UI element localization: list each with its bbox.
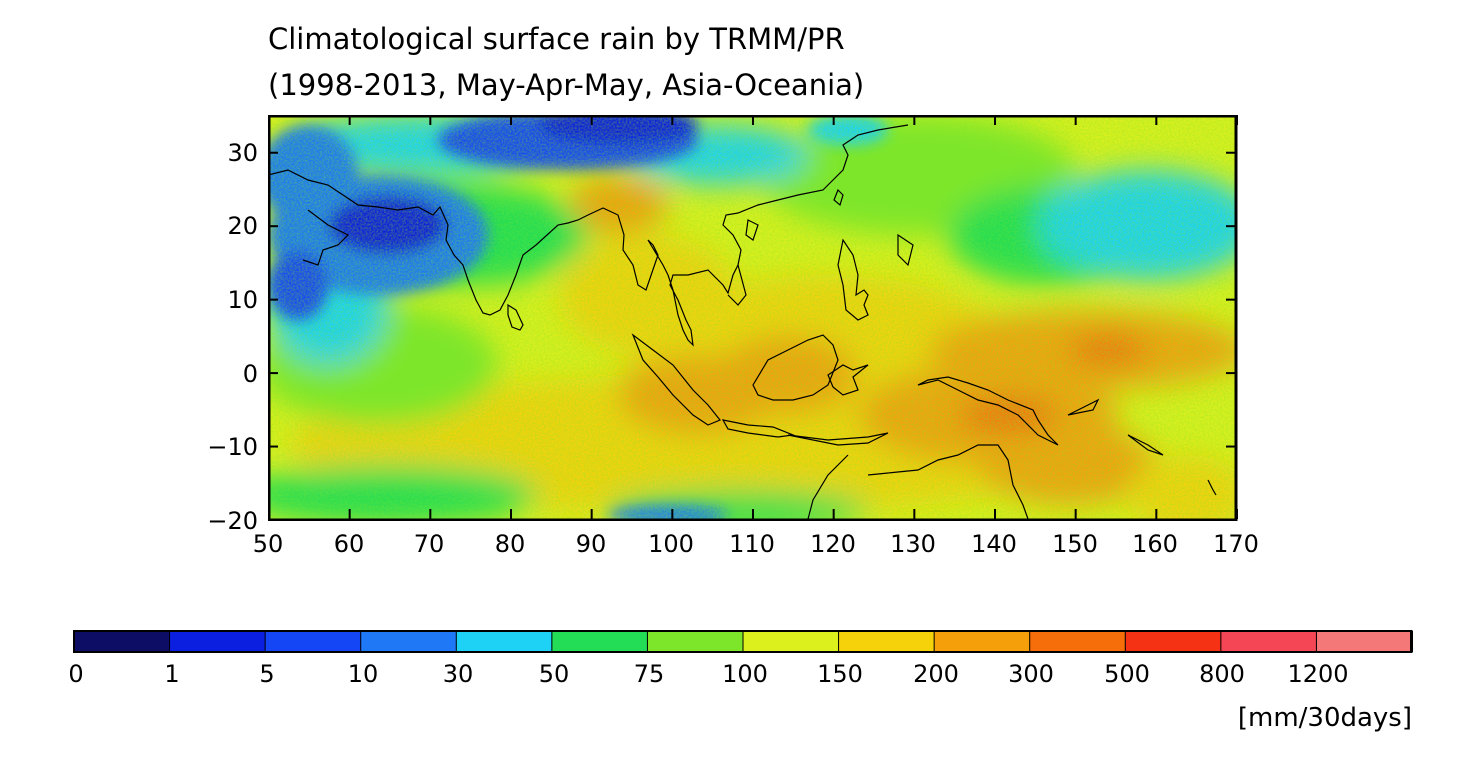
colorbar-cell — [1029, 630, 1127, 653]
colorbar-label: 10 — [347, 660, 379, 688]
colorbar-label: 5 — [259, 660, 275, 688]
colorbar-label: 800 — [1199, 660, 1245, 688]
x-tick-label: 120 — [810, 530, 856, 558]
rainfall-map — [268, 115, 1238, 521]
colorbar-cell — [73, 630, 171, 653]
colorbar-label: 50 — [538, 660, 570, 688]
x-tick-label: 150 — [1052, 530, 1098, 558]
noise-texture — [268, 115, 1236, 519]
x-tick-label: 50 — [252, 530, 284, 558]
colorbar-cell — [360, 630, 458, 653]
y-tick-label: 30 — [227, 139, 258, 167]
colorbar-units: [mm/30days] — [1237, 703, 1412, 733]
colorbar-label: 1200 — [1287, 660, 1349, 688]
colorbar-label: 150 — [817, 660, 863, 688]
colorbar-cell — [646, 630, 744, 653]
x-tick-label: 130 — [890, 530, 936, 558]
colorbar-label: 0 — [68, 660, 84, 688]
colorbar-label: 100 — [722, 660, 768, 688]
x-tick-label: 60 — [333, 530, 365, 558]
y-tick-label: 0 — [242, 360, 258, 388]
x-tick-label: 160 — [1132, 530, 1178, 558]
colorbar-label: 75 — [633, 660, 665, 688]
colorbar-cell — [933, 630, 1031, 653]
x-tick-label: 90 — [575, 530, 607, 558]
colorbar-cell — [742, 630, 840, 653]
colorbar-cell — [264, 630, 362, 653]
x-tick-label: 140 — [971, 530, 1017, 558]
coastlines — [268, 124, 1217, 519]
colorbar-cell — [169, 630, 267, 653]
colorbar-cell — [1124, 630, 1222, 653]
axis-ticks — [268, 115, 1238, 521]
x-tick-label: 110 — [729, 530, 775, 558]
colorbar-frame — [73, 630, 1412, 653]
y-tick-label: 20 — [227, 212, 258, 240]
colorbar — [73, 630, 1413, 653]
chart-title-line-2: (1998-2013, May-Apr-May, Asia-Oceania) — [268, 68, 865, 102]
chart-title-line-1: Climatological surface rain by TRMM/PR — [268, 22, 845, 56]
colorbar-cell — [1315, 630, 1413, 653]
y-tick-label: −10 — [207, 433, 258, 461]
colorbar-label: 1 — [164, 660, 180, 688]
y-tick-label: −20 — [207, 507, 258, 535]
colorbar-label: 300 — [1008, 660, 1054, 688]
colorbar-label: 30 — [442, 660, 474, 688]
colorbar-cell — [455, 630, 553, 653]
colorbar-cell — [838, 630, 936, 653]
x-tick-label: 170 — [1213, 530, 1259, 558]
x-tick-label: 70 — [413, 530, 445, 558]
colorbar-label: 500 — [1104, 660, 1150, 688]
y-tick-label: 10 — [227, 286, 258, 314]
colorbar-label: 200 — [913, 660, 959, 688]
colorbar-cell — [1220, 630, 1318, 653]
x-tick-label: 80 — [494, 530, 526, 558]
x-tick-label: 100 — [648, 530, 694, 558]
colorbar-cell — [551, 630, 649, 653]
